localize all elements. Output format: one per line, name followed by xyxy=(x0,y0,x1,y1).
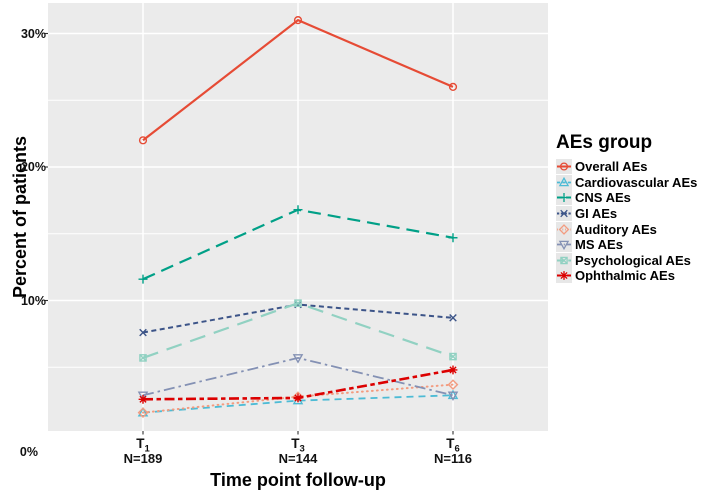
legend-item-label: MS AEs xyxy=(575,237,623,253)
series-marker-gi-aes xyxy=(139,328,147,337)
x-tick-label: T6 xyxy=(446,436,460,455)
x-tick-n-label: N=144 xyxy=(278,451,318,466)
x-tick-label: T3 xyxy=(291,436,305,455)
legend-item-label: Psychological AEs xyxy=(575,252,691,268)
series-marker-auditory-aes xyxy=(447,379,459,390)
series-marker-gi-aes xyxy=(449,314,457,322)
series-marker-overall-aes xyxy=(448,82,458,92)
legend-marker-asterisk-icon xyxy=(559,271,569,281)
legend-key xyxy=(556,237,572,253)
legend-item-ms-aes: MS AEs xyxy=(556,237,697,253)
legend-marker-open-diamond-icon xyxy=(558,223,570,235)
legend-items: Overall AEs Cardiovascular AEs CNS AEs GI A… xyxy=(556,159,697,284)
series-marker-cns-aes xyxy=(448,233,458,243)
legend-item-label: Auditory AEs xyxy=(575,221,657,237)
legend-key xyxy=(556,252,572,268)
legend-item-label: Cardiovascular AEs xyxy=(575,174,698,190)
legend-item-ophthalmic-aes: Ophthalmic AEs xyxy=(556,268,697,284)
series-line-cardiovascular-aes xyxy=(142,394,454,414)
series-marker-cns-aes xyxy=(138,274,148,284)
series-line-ms-aes xyxy=(142,356,454,397)
legend-marker-open-triangle-up-icon xyxy=(558,176,570,187)
x-tick-n-label: N=189 xyxy=(123,451,163,466)
legend-marker-square-cross-icon xyxy=(560,256,568,265)
legend-item-label: GI AEs xyxy=(575,206,618,222)
x-axis-title: Time point follow-up xyxy=(210,470,386,490)
legend-item-label: CNS AEs xyxy=(575,190,631,206)
legend-key xyxy=(556,190,572,206)
y-tick-label: 30% xyxy=(20,26,46,41)
x-tick-label: T1 xyxy=(136,436,150,455)
legend-key xyxy=(556,268,572,284)
legend-key xyxy=(556,221,572,237)
y-tick-label: 20% xyxy=(20,160,46,174)
series-marker-psychological-aes xyxy=(449,352,457,361)
series-marker-psychological-aes xyxy=(139,354,147,362)
legend-item-gi-aes: GI AEs xyxy=(556,206,697,222)
series-marker-overall-aes xyxy=(138,136,148,145)
series-marker-psychological-aes xyxy=(294,299,302,307)
legend-marker-plus-icon xyxy=(559,193,569,203)
legend-item-auditory-aes: Auditory AEs xyxy=(556,221,697,237)
legend-item-label: Overall AEs xyxy=(575,159,648,175)
legend-key xyxy=(556,206,572,222)
series-marker-overall-aes xyxy=(293,16,303,25)
series-marker-ophthalmic-aes xyxy=(138,394,148,404)
series-marker-psychological-aes xyxy=(449,352,457,361)
legend: AEs group Overall AEs Cardiovascular AEs C… xyxy=(556,133,697,284)
legend-key xyxy=(556,159,572,175)
legend-title: AEs group xyxy=(556,132,653,153)
series-marker-auditory-aes xyxy=(137,407,149,419)
series-marker-cns-aes xyxy=(293,205,303,215)
series-line-overall-aes xyxy=(142,18,454,142)
series-marker-psychological-aes xyxy=(139,354,147,362)
series-marker-ms-aes xyxy=(137,391,149,402)
legend-item-cardiovascular-aes: Cardiovascular AEs xyxy=(556,174,698,191)
legend-item-label: Ophthalmic AEs xyxy=(575,268,675,284)
series-marker-psychological-aes xyxy=(294,299,302,307)
legend-marker-open-circle-icon xyxy=(559,162,569,171)
series-marker-ophthalmic-aes xyxy=(293,393,303,403)
y-tick-label: 10% xyxy=(20,293,46,308)
legend-item-cns-aes: CNS AEs xyxy=(556,190,697,206)
legend-key xyxy=(556,174,572,190)
series-marker-cardiovascular-aes xyxy=(137,406,149,417)
legend-marker-open-triangle-down-icon xyxy=(558,241,570,251)
legend-item-psychological-aes: Psychological AEs xyxy=(556,252,697,269)
series-marker-ms-aes xyxy=(292,354,304,364)
series-marker-ophthalmic-aes xyxy=(448,365,458,375)
legend-key-background xyxy=(556,221,572,237)
x-tick-n-label: N=116 xyxy=(434,451,472,466)
legend-marker-x-cross-icon xyxy=(560,209,568,218)
series-marker-ms-aes xyxy=(447,391,459,402)
legend-item-overall-aes: Overall AEs xyxy=(556,159,697,175)
y-tick-label: 0% xyxy=(19,445,38,459)
legend-marker-square-cross-icon xyxy=(560,256,568,264)
